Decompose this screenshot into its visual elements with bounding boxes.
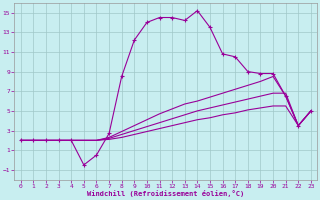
X-axis label: Windchill (Refroidissement éolien,°C): Windchill (Refroidissement éolien,°C) <box>87 190 244 197</box>
